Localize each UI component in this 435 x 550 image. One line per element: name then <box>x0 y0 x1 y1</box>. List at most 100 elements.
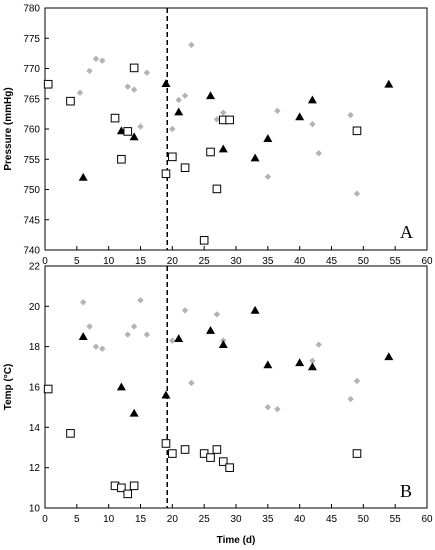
triangle-point <box>129 132 139 141</box>
y-tick-label: 780 <box>23 4 40 15</box>
square-point <box>225 115 234 125</box>
square-point <box>66 429 75 438</box>
square-point <box>43 384 53 394</box>
triangle-point <box>295 112 305 121</box>
panel-a-label: A <box>400 222 413 242</box>
y-tick-label: 770 <box>23 64 40 75</box>
triangle-point <box>161 390 171 399</box>
triangle-point <box>218 340 228 349</box>
triangle-point <box>206 326 216 334</box>
square-point <box>212 184 222 194</box>
y-tick-label: 10 <box>29 504 41 515</box>
diamond-point <box>213 116 221 123</box>
square-point <box>199 236 209 245</box>
diamond-point <box>353 190 361 197</box>
panel-a-y-ticks: 740 745 750 755 760 765 770 775 780 <box>23 4 49 257</box>
diamond-point <box>92 55 100 63</box>
x-tick-label: 15 <box>135 256 147 267</box>
diamond-point <box>76 89 84 96</box>
diamond-point <box>264 173 272 180</box>
x-tick-label: 0 <box>42 256 48 267</box>
y-tick-label: 16 <box>29 383 41 394</box>
triangle-point <box>307 95 317 104</box>
diamond-point <box>213 311 221 318</box>
square-point <box>225 463 234 472</box>
y-tick-label: 22 <box>29 262 41 273</box>
square-point <box>206 453 215 462</box>
triangle-point <box>250 153 260 162</box>
triangle-point <box>295 358 305 367</box>
square-point <box>66 96 75 106</box>
x-tick-label: 10 <box>103 256 115 267</box>
x-tick-label: 60 <box>421 256 433 267</box>
diamond-point <box>315 150 322 157</box>
diamond-point <box>309 357 316 364</box>
square-point <box>43 79 53 89</box>
diamond-point <box>169 337 176 344</box>
x-tick-label: 25 <box>199 256 211 267</box>
x-tick-label: 10 <box>103 514 115 525</box>
y-tick-label: 18 <box>29 342 41 353</box>
square-point <box>352 449 362 458</box>
diamond-point <box>143 331 151 338</box>
triangle-point <box>116 382 126 391</box>
triangle-point <box>206 91 216 100</box>
x-tick-label: 20 <box>167 256 179 267</box>
square-point <box>117 483 126 493</box>
square-point <box>123 127 133 136</box>
panel-a: 740 745 750 755 760 765 770 775 780 0 5 10 15 20 25 30… <box>3 4 433 268</box>
x-tick-label: 35 <box>262 514 274 525</box>
diamond-point <box>80 299 87 306</box>
diamond-point <box>130 86 138 93</box>
y-tick-label: 755 <box>23 155 40 166</box>
triangle-point <box>174 107 184 116</box>
triangle-point <box>263 134 273 143</box>
diamond-point <box>274 405 281 413</box>
square-point <box>129 63 139 73</box>
diamond-point <box>99 345 106 352</box>
y-tick-label: 745 <box>23 215 40 226</box>
triangle-point <box>129 408 139 417</box>
triangle-point <box>384 352 394 361</box>
triangle-point <box>250 305 260 314</box>
y-tick-label: 14 <box>29 423 41 434</box>
triangle-point <box>307 362 317 371</box>
diamond-point <box>137 123 144 130</box>
y-tick-label: 750 <box>23 185 40 196</box>
triangle-point <box>78 172 88 181</box>
y-tick-label: 765 <box>23 94 40 105</box>
diamond-point <box>124 331 131 338</box>
triangle-point <box>384 79 394 88</box>
triangle-point <box>78 332 88 340</box>
diamond-point <box>264 403 272 411</box>
x-tick-label: 5 <box>74 514 80 525</box>
x-tick-label: 0 <box>42 514 48 525</box>
diamond-point <box>175 96 182 104</box>
y-tick-label: 12 <box>29 463 41 474</box>
diamond-point <box>220 109 227 116</box>
diamond-point <box>181 92 189 99</box>
diamond-point <box>274 107 281 115</box>
x-tick-label: 60 <box>421 514 433 525</box>
diamond-point <box>92 343 100 350</box>
panel-a-points <box>43 41 394 245</box>
triangle-point <box>161 79 171 87</box>
square-point <box>218 457 228 466</box>
square-point <box>123 489 133 499</box>
diamond-point <box>309 120 316 128</box>
diamond-point <box>137 297 144 304</box>
x-tick-label: 30 <box>230 256 242 267</box>
x-tick-label: 5 <box>74 256 80 267</box>
x-tick-label: 25 <box>199 514 211 525</box>
diamond-point <box>86 67 93 75</box>
y-tick-label: 760 <box>23 125 40 136</box>
diamond-point <box>86 323 93 330</box>
square-point <box>352 126 362 136</box>
diamond-point <box>99 57 106 64</box>
triangle-point <box>174 334 184 342</box>
y-tick-label: 740 <box>23 246 40 257</box>
panel-b-x-ticks: 0 5 10 15 20 25 30 35 40 45 50 55 60 <box>42 504 433 525</box>
diamond-point <box>124 83 131 90</box>
